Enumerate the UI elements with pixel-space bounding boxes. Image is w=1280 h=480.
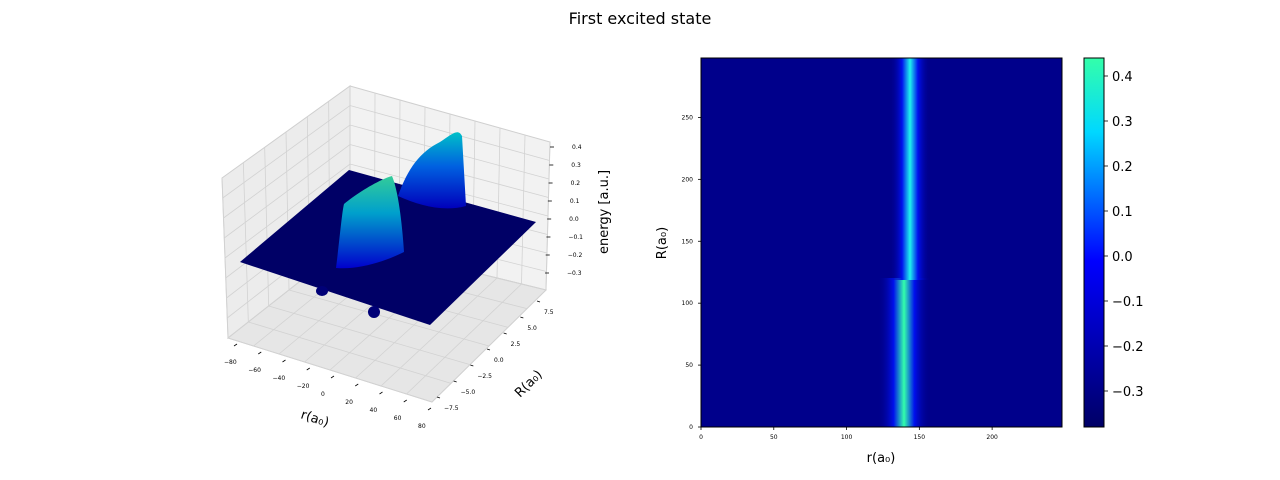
x-tick-label: 0 (321, 391, 325, 398)
surface-peak-back (398, 132, 466, 209)
y-tick-mark (536, 300, 541, 303)
heatmap-y-tick-label: 100 (682, 300, 694, 307)
grid-line (227, 337, 433, 403)
x-tick-mark (258, 351, 262, 355)
heatmap-frame (700, 57, 1063, 428)
y-axis-ticks: −7.5 −5.0 −2.5 0.0 2.5 5.0 7.5 (436, 300, 554, 412)
heatmap-x-tick-label: 100 (841, 434, 853, 441)
colorbar-tick-label: 0.0 (1112, 250, 1133, 265)
y-axis-label: R(a₀) (512, 367, 545, 400)
heatmap-y-tick-label: 0 (689, 424, 693, 431)
heatmap-x-tick-label: 50 (770, 434, 778, 441)
x-tick-label: −20 (297, 383, 310, 390)
surface-dip (316, 286, 328, 296)
x-tick-label: 80 (418, 423, 426, 430)
colorbar-tick-label: 0.4 (1112, 70, 1133, 85)
x-tick-mark (330, 375, 335, 379)
heatmap-axes: 0 50 100 150 200 0 50 100 150 200 250 r(a₀) R(a₀)… (655, 57, 1144, 466)
y-tick-mark (453, 380, 457, 383)
x-tick-label: −80 (224, 359, 237, 366)
x-tick-mark (427, 407, 432, 411)
heatmap-band-upper (890, 58, 930, 280)
figure-title: First excited state (569, 9, 712, 28)
heatmap-y-label: R(a₀) (655, 227, 670, 259)
grid-line (222, 105, 550, 199)
z-tick-label: −0.2 (568, 252, 583, 259)
z-tick-label: 0.4 (572, 144, 582, 151)
surface-dip (368, 306, 380, 318)
y-tick-label: −5.0 (461, 389, 476, 396)
y-tick-mark (470, 364, 474, 367)
x-tick-label: 60 (394, 415, 402, 422)
heatmap-y-tick-label: 250 (682, 114, 694, 121)
z-axis-label: energy [a.u.] (597, 170, 612, 254)
x-tick-mark (233, 343, 238, 347)
colorbar-tick-label: −0.2 (1112, 340, 1144, 355)
colorbar-tick-label: 0.2 (1112, 160, 1133, 175)
heatmap-x-tick-label: 150 (914, 434, 926, 441)
y-tick-mark (486, 348, 491, 351)
grid-line (248, 321, 452, 384)
y-tick-label: 5.0 (527, 325, 537, 332)
heatmap-y-tick-label: 50 (685, 362, 693, 369)
x-tick-mark (282, 359, 286, 363)
grid-line (223, 124, 550, 219)
z-tick-label: 0.2 (571, 180, 581, 187)
surface-3d-axes: −80 −60 −40 −20 0 20 40 60 80 −7.5 −5.0 −2.5 0.0 2.5… (221, 85, 612, 431)
colorbar-tick-label: −0.1 (1112, 295, 1144, 310)
z-tick-label: 0.1 (570, 198, 580, 205)
x-tick-mark (403, 399, 407, 403)
heatmap-x-ticks: 0 50 100 150 200 (699, 427, 998, 441)
x-tick-label: 40 (370, 407, 378, 414)
grid-line (224, 144, 549, 239)
x-tick-mark (306, 367, 310, 371)
y-tick-mark (520, 316, 524, 319)
x-tick-label: 20 (345, 399, 353, 406)
colorbar (1083, 57, 1105, 428)
heatmap-band-lower (878, 278, 930, 427)
y-tick-label: −7.5 (444, 405, 459, 412)
y-tick-mark (503, 332, 507, 335)
z-tick-label: 0.0 (569, 216, 579, 223)
colorbar-tick-label: 0.1 (1112, 205, 1133, 220)
y-tick-mark (436, 396, 441, 399)
colorbar-tick-label: −0.3 (1112, 385, 1144, 400)
surface-peak-front (336, 176, 404, 269)
x-tick-mark (379, 391, 383, 395)
y-tick-label: 7.5 (544, 309, 554, 316)
heatmap-y-tick-label: 150 (682, 238, 694, 245)
heatmap-x-label: r(a₀) (867, 451, 896, 466)
colorbar-ticks: 0.4 0.3 0.2 0.1 0.0 −0.1 −0.2 −0.3 (1104, 70, 1144, 400)
y-tick-label: −2.5 (477, 373, 492, 380)
heatmap-x-tick-label: 200 (986, 434, 998, 441)
grid-line (224, 163, 549, 259)
x-axis-label: r(a₀) (299, 408, 331, 431)
x-tick-mark (355, 383, 359, 387)
heatmap-y-tick-label: 200 (682, 176, 694, 183)
y-tick-label: 0.0 (494, 357, 504, 364)
grid-line (268, 305, 471, 366)
surface (240, 132, 536, 325)
y-tick-label: 2.5 (511, 341, 521, 348)
z-tick-label: −0.1 (568, 234, 583, 241)
heatmap-y-ticks: 0 50 100 150 200 250 (682, 114, 701, 431)
colorbar-tick-label: 0.3 (1112, 115, 1133, 130)
z-axis-ticks: −0.3 −0.2 −0.1 0.0 0.1 0.2 0.3 0.4 (545, 144, 583, 277)
z-tick-label: −0.3 (567, 270, 582, 277)
x-axis-ticks: −80 −60 −40 −20 0 20 40 60 80 (224, 343, 432, 430)
x-tick-label: −60 (248, 367, 261, 374)
z-tick-label: 0.3 (571, 162, 581, 169)
grid-line (288, 289, 490, 347)
heatmap-x-tick-label: 0 (699, 434, 703, 441)
x-tick-label: −40 (273, 375, 286, 382)
